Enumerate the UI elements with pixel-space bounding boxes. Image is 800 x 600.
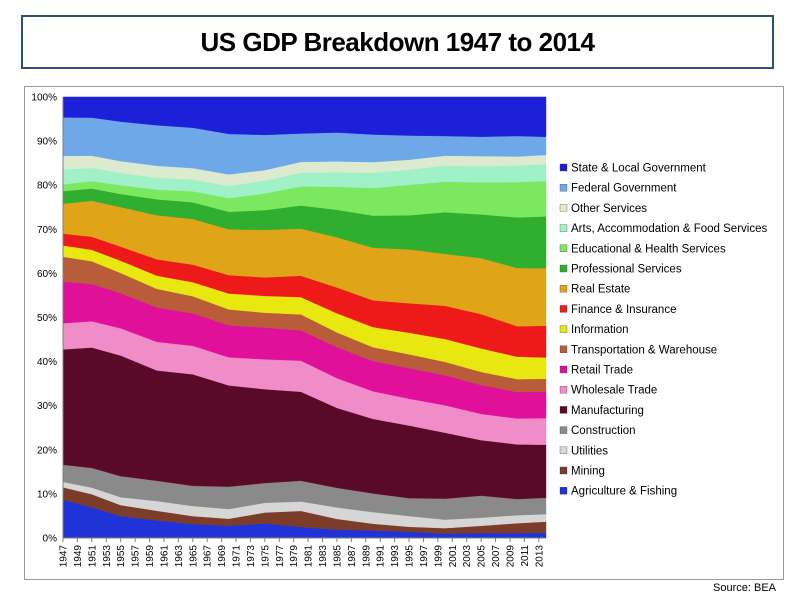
legend-label: Utilities xyxy=(571,445,608,457)
legend-label: Other Services xyxy=(571,203,647,215)
x-tick-label: 1997 xyxy=(419,545,430,568)
legend-label: Transportation & Warehouse xyxy=(571,344,717,356)
x-tick-label: 1981 xyxy=(304,545,315,568)
x-tick-label: 1973 xyxy=(246,545,257,568)
source-note: Source: BEA xyxy=(713,582,776,594)
y-tick-label: 30% xyxy=(37,401,57,412)
chart-title: US GDP Breakdown 1947 to 2014 xyxy=(200,26,595,57)
x-tick-label: 2003 xyxy=(462,545,473,568)
y-tick-label: 60% xyxy=(37,269,57,280)
y-tick-label: 50% xyxy=(37,313,57,324)
legend-label: Agriculture & Fishing xyxy=(571,486,677,498)
legend-swatch xyxy=(559,466,568,475)
legend-swatch xyxy=(559,285,568,293)
legend-swatch xyxy=(559,204,568,212)
legend-label: Wholesale Trade xyxy=(571,385,657,397)
x-tick-label: 1951 xyxy=(87,545,98,568)
legend-label: Information xyxy=(571,324,629,336)
legend-swatch xyxy=(559,264,568,273)
y-tick-label: 70% xyxy=(37,225,57,236)
y-tick-label: 100% xyxy=(31,93,57,104)
x-tick-label: 1959 xyxy=(145,545,156,568)
legend-swatch xyxy=(559,426,568,434)
x-tick-label: 2013 xyxy=(534,545,545,568)
x-tick-label: 1975 xyxy=(260,545,271,568)
y-tick-label: 80% xyxy=(37,181,57,192)
legend-label: State & Local Government xyxy=(571,163,707,175)
x-tick-label: 1977 xyxy=(275,545,286,568)
y-tick-label: 0% xyxy=(43,534,58,545)
legend-swatch xyxy=(559,305,568,313)
legend-label: Arts, Accommodation & Food Services xyxy=(571,223,767,235)
legend-swatch xyxy=(559,184,568,192)
legend-swatch xyxy=(559,224,568,232)
x-tick-label: 1967 xyxy=(203,545,214,568)
legend-swatch xyxy=(559,386,568,394)
legend-swatch xyxy=(559,365,568,374)
area-state-local-government xyxy=(62,96,547,138)
x-tick-label: 1995 xyxy=(405,545,416,568)
x-tick-label: 1987 xyxy=(347,545,358,568)
legend-label: Mining xyxy=(571,466,605,478)
x-tick-label: 1965 xyxy=(188,545,199,568)
x-tick-label: 1979 xyxy=(289,545,300,568)
y-tick-label: 40% xyxy=(37,357,57,368)
legend-swatch xyxy=(559,487,568,495)
x-tick-label: 1983 xyxy=(318,545,329,568)
legend-label: Professional Services xyxy=(571,264,682,276)
y-tick-label: 20% xyxy=(37,445,57,456)
legend-swatch xyxy=(559,244,568,252)
legend-label: Real Estate xyxy=(571,284,630,296)
x-tick-label: 1961 xyxy=(159,545,170,568)
x-tick-label: 1985 xyxy=(332,545,343,568)
axes xyxy=(62,97,546,542)
legend-swatch xyxy=(559,325,568,333)
x-tick-label: 1971 xyxy=(232,545,243,568)
legend-label: Retail Trade xyxy=(571,365,633,377)
x-tick-label: 2009 xyxy=(506,545,517,568)
legend: State & Local Government Federal Governme… xyxy=(559,163,767,498)
y-axis-tick-labels: 0% 10% 20% 30% 40% 50% 60% 70% 80% 90% 100% xyxy=(31,93,57,545)
x-tick-label: 1949 xyxy=(73,545,84,568)
x-tick-label: 1947 xyxy=(59,545,70,568)
legend-label: Educational & Health Services xyxy=(571,243,726,255)
x-tick-label: 1955 xyxy=(116,545,127,568)
x-tick-label: 1963 xyxy=(174,545,185,568)
y-tick-label: 10% xyxy=(37,489,57,500)
x-tick-label: 2007 xyxy=(491,545,502,568)
x-tick-label: 2001 xyxy=(448,545,459,568)
legend-label: Federal Government xyxy=(571,183,677,195)
x-tick-label: 1969 xyxy=(217,545,228,568)
area-series-group xyxy=(62,96,547,539)
x-tick-label: 1991 xyxy=(376,545,387,568)
legend-label: Manufacturing xyxy=(571,405,644,417)
x-tick-label: 1953 xyxy=(102,545,113,568)
x-tick-label: 1957 xyxy=(131,545,142,568)
x-tick-label: 2005 xyxy=(477,545,488,568)
x-axis-tick-labels: 1947 1949 1951 1953 1955 1957 1959 1961 1963 1965… xyxy=(59,545,546,568)
x-tick-label: 1993 xyxy=(390,545,401,568)
y-tick-label: 90% xyxy=(37,137,57,148)
title-box: US GDP Breakdown 1947 to 2014 xyxy=(21,15,774,69)
legend-swatch xyxy=(559,163,568,172)
legend-swatch xyxy=(559,345,568,353)
legend-swatch xyxy=(559,406,568,414)
x-tick-label: 1989 xyxy=(361,545,372,568)
x-tick-label: 1999 xyxy=(433,545,444,568)
legend-swatch xyxy=(559,446,568,454)
legend-label: Finance & Insurance xyxy=(571,304,676,316)
legend-label: Construction xyxy=(571,425,636,437)
x-tick-label: 2011 xyxy=(520,545,531,567)
